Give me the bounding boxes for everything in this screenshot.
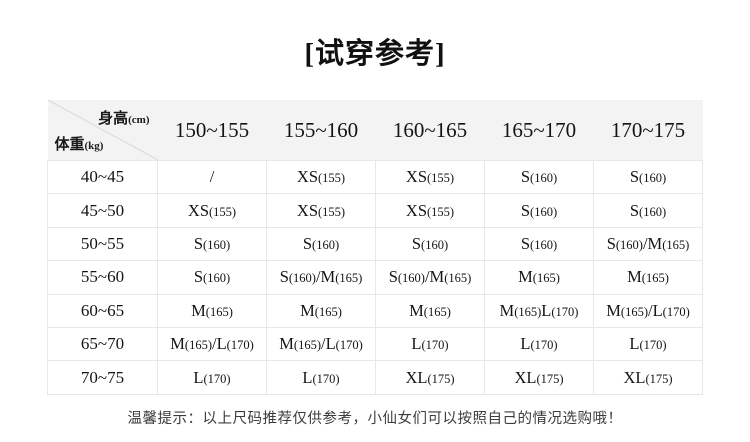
- table-row: 60~65 M(165) M(165) M(165) M(165)L(170) M(165…: [47, 293, 703, 328]
- corner-cell: 身高(cm) 体重(kg): [47, 100, 158, 161]
- size-cell: M(165)L(170): [484, 293, 594, 328]
- size-cell: S(160): [593, 193, 703, 228]
- weight-row-header: 65~70: [47, 326, 158, 362]
- height-axis-label: 身高(cm): [98, 107, 149, 128]
- weight-axis-label: 体重(kg): [55, 133, 104, 154]
- weight-row-header: 50~55: [47, 226, 158, 262]
- height-column-header: 155~160: [266, 100, 376, 161]
- size-cell: M(165): [157, 293, 267, 328]
- size-cell: XS(155): [375, 193, 485, 228]
- size-cell: S(160): [157, 260, 267, 295]
- size-cell: M(165)/L(170): [593, 293, 703, 328]
- height-column-header: 165~170: [484, 100, 594, 161]
- size-cell: M(165): [593, 260, 703, 295]
- weight-row-header: 40~45: [47, 159, 158, 195]
- size-cell: S(160): [484, 226, 594, 262]
- weight-axis-text: 体重: [54, 137, 85, 153]
- size-reference-table: 身高(cm) 体重(kg) 150~155 155~160 160~165 165~1…: [47, 100, 703, 395]
- size-cell: S(160): [157, 226, 267, 262]
- height-column-header: 150~155: [157, 100, 267, 161]
- table-row: 55~60 S(160) S(160)/M(165) S(160)/M(165) M(1…: [47, 260, 703, 295]
- footer-note: 温馨提示：以上尺码推荐仅供参考，小仙女们可以按照自己的情况选购哦！: [127, 411, 623, 427]
- size-cell: L(170): [484, 326, 594, 362]
- header-row: 身高(cm) 体重(kg) 150~155 155~160 160~165 165~1…: [47, 100, 703, 161]
- size-cell: XS(155): [266, 193, 376, 228]
- size-cell: L(170): [157, 360, 267, 395]
- weight-axis-unit: (kg): [84, 140, 104, 152]
- size-cell: S(160)/M(165): [375, 260, 485, 295]
- size-cell: XL(175): [484, 360, 594, 395]
- size-cell: L(170): [593, 326, 703, 362]
- weight-row-header: 60~65: [47, 293, 158, 328]
- size-table-body: 40~45/XS(155) XS(155) S(160) S(160) 45~50 XS(…: [47, 159, 703, 395]
- size-cell: XS(155): [157, 193, 267, 228]
- weight-row-header: 70~75: [47, 360, 158, 395]
- height-axis-unit: (cm): [128, 114, 150, 126]
- height-column-header: 160~165: [375, 100, 485, 161]
- size-cell: S(160): [266, 226, 376, 262]
- size-cell: L(170): [375, 326, 485, 362]
- table-row: 70~75 L(170) L(170) XL(175) XL(175) XL(175): [47, 360, 703, 395]
- height-column-header: 170~175: [593, 100, 703, 161]
- size-cell: M(165): [375, 293, 485, 328]
- height-axis-text: 身高: [98, 111, 129, 127]
- size-cell: S(160): [593, 159, 703, 195]
- size-cell: S(160)/M(165): [593, 226, 703, 262]
- size-cell: XL(175): [593, 360, 703, 395]
- size-cell: M(165)/L(170): [157, 326, 267, 362]
- weight-row-header: 45~50: [47, 193, 158, 228]
- size-cell: XS(155): [375, 159, 485, 195]
- size-cell: XS(155): [266, 159, 376, 195]
- size-cell: S(160): [375, 226, 485, 262]
- size-cell: S(160)/M(165): [266, 260, 376, 295]
- table-row: 50~55 S(160) S(160) S(160) S(160) S(160)/M(16…: [47, 226, 703, 262]
- size-cell: XL(175): [375, 360, 485, 395]
- weight-row-header: 55~60: [47, 260, 158, 295]
- size-cell: M(165)/L(170): [266, 326, 376, 362]
- diagonal-divider-icon: [47, 100, 158, 160]
- table-row: 45~50 XS(155) XS(155) XS(155) S(160) S(160): [47, 193, 703, 228]
- size-cell: S(160): [484, 193, 594, 228]
- page-title: [试穿参考]: [304, 38, 446, 70]
- size-cell: M(165): [266, 293, 376, 328]
- size-cell: /: [157, 159, 267, 195]
- size-cell: S(160): [484, 159, 594, 195]
- table-row: 40~45/XS(155) XS(155) S(160) S(160): [47, 159, 703, 195]
- table-row: 65~70 M(165)/L(170) M(165)/L(170) L(170) L(1…: [47, 326, 703, 362]
- size-cell: M(165): [484, 260, 594, 295]
- size-table-header: 身高(cm) 体重(kg) 150~155 155~160 160~165 165~1…: [47, 100, 703, 161]
- size-cell: L(170): [266, 360, 376, 395]
